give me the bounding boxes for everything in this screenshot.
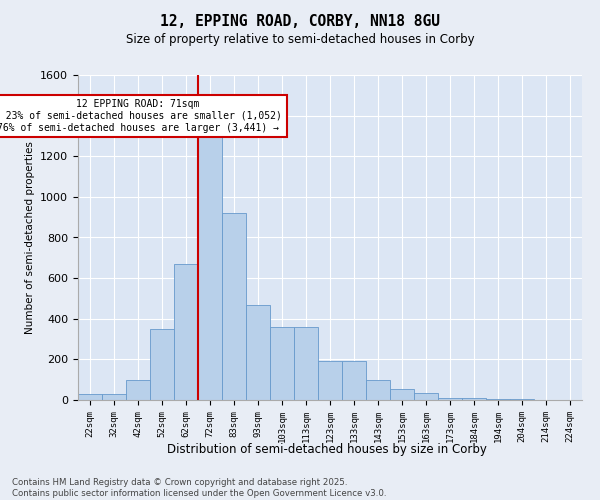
Bar <box>222 213 246 400</box>
Bar <box>126 380 150 400</box>
Bar <box>462 398 486 400</box>
Bar <box>150 329 174 400</box>
Text: Contains HM Land Registry data © Crown copyright and database right 2025.
Contai: Contains HM Land Registry data © Crown c… <box>12 478 386 498</box>
Bar <box>342 362 366 400</box>
Bar <box>390 389 414 400</box>
Text: Distribution of semi-detached houses by size in Corby: Distribution of semi-detached houses by … <box>167 442 487 456</box>
Bar <box>246 304 270 400</box>
Bar <box>198 136 222 400</box>
Bar <box>366 380 390 400</box>
Bar <box>486 399 510 400</box>
Bar <box>414 393 438 400</box>
Bar <box>102 394 126 400</box>
Text: Size of property relative to semi-detached houses in Corby: Size of property relative to semi-detach… <box>125 32 475 46</box>
Bar <box>78 394 102 400</box>
Y-axis label: Number of semi-detached properties: Number of semi-detached properties <box>25 141 35 334</box>
Bar <box>294 327 318 400</box>
Bar <box>438 398 462 400</box>
Bar <box>318 362 342 400</box>
Text: 12 EPPING ROAD: 71sqm
← 23% of semi-detached houses are smaller (1,052)
76% of s: 12 EPPING ROAD: 71sqm ← 23% of semi-deta… <box>0 100 282 132</box>
Text: 12, EPPING ROAD, CORBY, NN18 8GU: 12, EPPING ROAD, CORBY, NN18 8GU <box>160 14 440 29</box>
Bar <box>510 399 534 400</box>
Bar <box>174 264 198 400</box>
Bar <box>270 327 294 400</box>
